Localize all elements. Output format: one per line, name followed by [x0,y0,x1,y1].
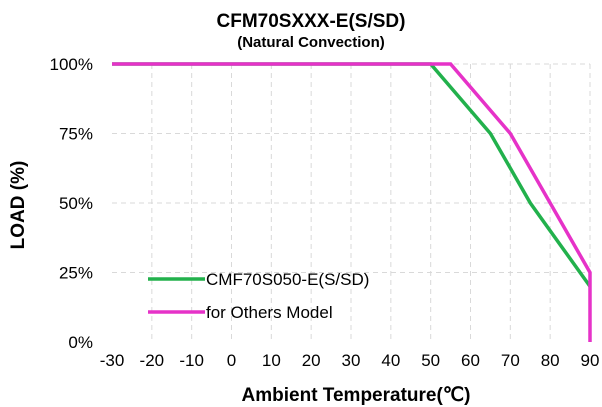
x-tick-label: 60 [461,351,480,370]
x-tick-label: 90 [581,351,600,370]
series-line-1 [112,62,592,342]
x-tick-label: 10 [262,351,281,370]
chart-title: CFM70SXXX-E(S/SD) [217,11,406,32]
x-tick-label: 50 [421,351,440,370]
y-tick-label: 100% [50,55,93,74]
x-tick-label: 30 [342,351,361,370]
y-tick-label: 50% [59,194,93,213]
x-axis-ticks: -30 -20 -10 0 10 20 30 40 50 60 70 80 90 [100,351,600,370]
legend-label-0: CMF70S050-E(S/SD) [206,270,369,289]
y-tick-label: 0% [68,333,93,352]
y-axis-label: LOAD (%) [8,161,29,250]
x-tick-label: 40 [381,351,400,370]
x-tick-label: 20 [302,351,321,370]
x-tick-label: 0 [227,351,236,370]
y-axis-ticks: 0% 25% 50% 75% 100% [50,55,93,352]
legend: CMF70S050-E(S/SD) for Others Model [148,270,369,322]
x-tick-label: -20 [140,351,165,370]
legend-label-1: for Others Model [206,303,333,322]
x-tick-label: -10 [179,351,204,370]
x-tick-label: 70 [501,351,520,370]
y-tick-label: 25% [59,264,93,283]
y-tick-label: 75% [59,125,93,144]
grid-lines [112,63,591,342]
chart-subtitle: (Natural Convection) [237,34,385,51]
x-tick-label: 80 [541,351,560,370]
data-series [112,62,592,342]
x-axis-label: Ambient Temperature(℃) [242,385,471,406]
x-tick-label: -30 [100,351,125,370]
